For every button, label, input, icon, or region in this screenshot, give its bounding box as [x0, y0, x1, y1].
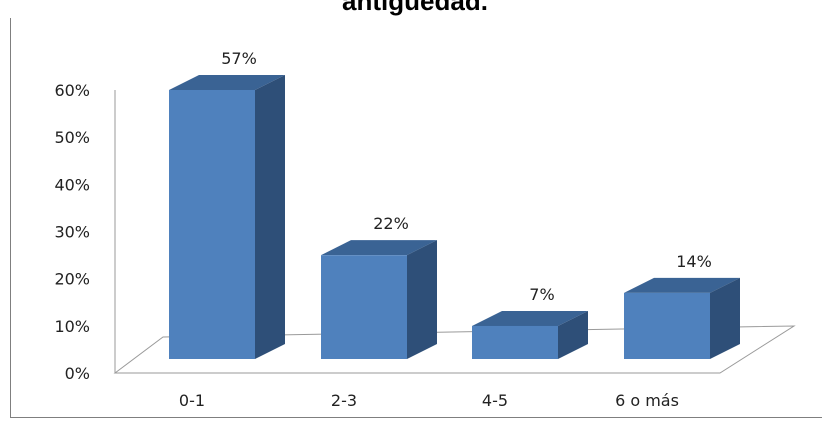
bar-top-face [472, 310, 588, 326]
chart-frame [10, 18, 822, 418]
chart-floor [113, 325, 796, 374]
bar-top-face [321, 240, 437, 256]
x-tick-label: 6 o más [615, 391, 679, 410]
y-tick-label: 30% [54, 223, 90, 242]
chart-title: antigüedad. [342, 0, 488, 16]
data-label: 22% [373, 214, 409, 233]
data-label: 7% [529, 285, 554, 304]
bar [321, 255, 407, 359]
bar [472, 325, 558, 359]
bar-top-face [624, 277, 740, 293]
data-label: 14% [676, 252, 712, 271]
x-tick-label: 0-1 [179, 391, 205, 410]
y-tick-label: 20% [54, 270, 90, 289]
bar-side-face [407, 240, 437, 359]
bar-side-face [710, 277, 740, 359]
bar-side-face [255, 75, 285, 359]
bar [624, 292, 710, 359]
bar-top-face [169, 75, 285, 90]
y-tick-label: 60% [54, 81, 90, 100]
x-tick-label: 2-3 [331, 391, 357, 410]
x-tick-label: 4-5 [482, 391, 508, 410]
y-tick-label: 10% [54, 317, 90, 336]
y-tick-label: 50% [54, 128, 90, 147]
y-tick-label: 40% [54, 175, 90, 194]
data-label: 57% [221, 49, 257, 68]
y-tick-label: 0% [65, 364, 90, 383]
bar-side-face [558, 310, 588, 359]
bar [169, 90, 255, 359]
